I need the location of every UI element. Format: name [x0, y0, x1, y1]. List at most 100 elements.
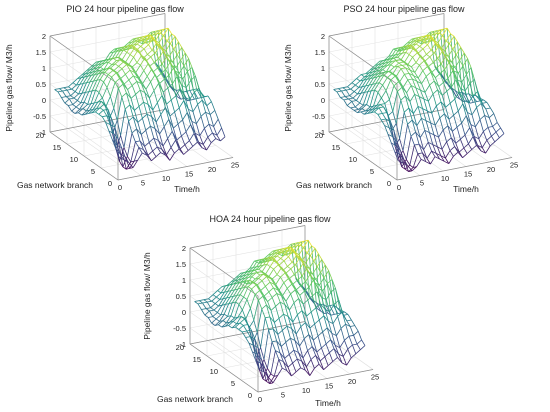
mesh-segment	[153, 30, 159, 35]
mesh-segment	[134, 47, 139, 51]
mesh-segment	[180, 60, 185, 67]
mesh-segment	[146, 114, 151, 127]
mesh-segment	[184, 52, 189, 59]
mesh-segment	[460, 134, 466, 140]
mesh-segment	[408, 73, 413, 80]
mesh-segment	[336, 90, 342, 93]
mesh-segment	[201, 99, 208, 106]
mesh-segment	[210, 138, 217, 143]
mesh-segment	[133, 40, 139, 46]
mesh-segment	[435, 42, 440, 46]
mesh-segment	[256, 259, 262, 267]
mesh-segment	[138, 36, 144, 41]
x-axis-label: Time/h	[174, 184, 200, 194]
mesh-segment	[430, 49, 435, 54]
mesh-segment	[117, 138, 124, 167]
mesh-segment	[356, 78, 361, 82]
mesh-segment	[217, 290, 222, 294]
mesh-segment	[218, 304, 223, 307]
mesh-segment	[81, 82, 87, 94]
mesh-segment	[153, 90, 158, 103]
mesh-segment	[278, 282, 285, 291]
mesh-segment	[452, 41, 458, 50]
mesh-segment	[437, 146, 443, 150]
mesh-segment	[381, 59, 387, 65]
mesh-segment	[377, 84, 383, 93]
mesh-segment	[181, 135, 186, 145]
mesh-segment	[66, 89, 71, 96]
mesh-segment	[123, 147, 128, 157]
mesh-segment	[316, 291, 321, 304]
grid-line	[240, 357, 357, 381]
mesh-segment	[68, 104, 73, 106]
mesh-segment	[357, 92, 362, 95]
mesh-segment	[156, 32, 161, 35]
mesh-segment	[405, 67, 411, 71]
mesh-segment	[141, 55, 146, 59]
mesh-segment	[393, 85, 398, 92]
mesh-segment	[403, 112, 408, 125]
mesh-segment	[130, 66, 135, 73]
mesh-segment	[448, 119, 453, 132]
axis-edge	[189, 247, 259, 297]
mesh-segment	[381, 90, 387, 99]
mesh-segment	[163, 50, 168, 57]
mesh-segment	[78, 83, 84, 95]
mesh-segment	[297, 242, 303, 287]
mesh-segment	[422, 108, 428, 112]
mesh-segment	[441, 149, 446, 159]
mesh-segment	[293, 270, 300, 275]
mesh-segment	[449, 150, 454, 157]
mesh-segment	[454, 60, 460, 68]
mesh-segment	[342, 86, 348, 89]
mesh-segment	[102, 87, 108, 99]
mesh-segment	[265, 286, 270, 293]
mesh-segment	[107, 70, 114, 75]
mesh-segment	[377, 113, 383, 115]
mesh-segment	[461, 81, 466, 91]
mesh-segment	[232, 321, 237, 325]
mesh-segment	[155, 121, 160, 135]
mesh-segment	[477, 144, 483, 148]
mesh-segment	[239, 322, 244, 326]
mesh-segment	[295, 264, 300, 271]
mesh-segment	[302, 303, 307, 317]
mesh-segment	[323, 365, 329, 370]
mesh-segment	[138, 147, 144, 151]
mesh-segment	[185, 80, 192, 88]
mesh-segment	[428, 141, 433, 145]
mesh-segment	[344, 95, 350, 97]
mesh-segment	[130, 94, 136, 99]
mesh-segment	[255, 360, 261, 364]
mesh-segment	[158, 58, 163, 65]
mesh-segment	[359, 92, 365, 104]
mesh-segment	[207, 317, 212, 324]
mesh-segment	[407, 56, 413, 65]
mesh-segment	[280, 342, 287, 347]
mesh-segment	[238, 304, 243, 311]
mesh-segment	[80, 101, 85, 104]
grid-line	[49, 61, 166, 85]
mesh-segment	[260, 286, 266, 291]
mesh-segment	[144, 92, 150, 99]
mesh-segment	[207, 132, 213, 138]
axis-edge	[49, 13, 166, 37]
mesh-segment	[287, 316, 294, 323]
mesh-segment	[392, 136, 397, 146]
mesh-segment	[148, 37, 154, 45]
mesh-segment	[269, 376, 275, 384]
mesh-segment	[453, 35, 458, 43]
mesh-segment	[79, 76, 85, 85]
mesh-segment	[318, 315, 325, 321]
mesh-segment	[308, 334, 314, 341]
mesh-segment	[264, 317, 269, 330]
mesh-segment	[192, 111, 197, 124]
mesh-segment	[89, 65, 96, 70]
mesh-segment	[360, 74, 365, 78]
mesh-segment	[119, 157, 124, 161]
mesh-segment	[321, 347, 326, 357]
mesh-segment	[269, 316, 274, 330]
mesh-segment	[442, 129, 447, 143]
y-tick-label: 10	[210, 367, 218, 376]
